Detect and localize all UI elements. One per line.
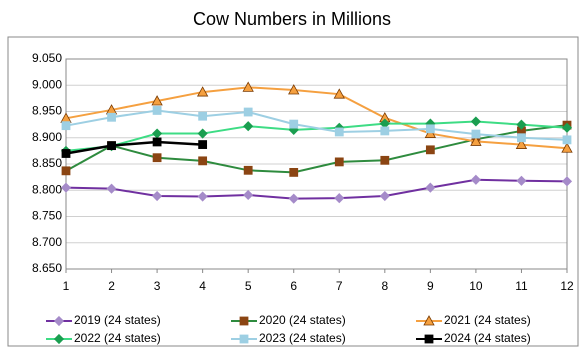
data-point — [152, 153, 162, 163]
series-line — [65, 140, 203, 155]
data-point — [196, 86, 209, 97]
data-point — [197, 128, 208, 139]
legend-marker — [53, 315, 65, 327]
data-point — [470, 116, 481, 127]
data-point — [107, 141, 116, 151]
data-point — [61, 149, 71, 158]
x-tick-label: 12 — [560, 279, 574, 293]
data-point — [152, 128, 163, 139]
data-point — [243, 121, 254, 132]
series-line — [65, 109, 568, 141]
data-point — [516, 119, 527, 130]
y-tick-label: 8.650 — [32, 261, 62, 275]
data-point — [517, 133, 526, 143]
data-point — [470, 174, 481, 185]
legend-marker — [53, 333, 65, 345]
data-point — [243, 107, 253, 117]
data-point — [198, 140, 208, 149]
legend-label: 2020 (24 states) — [259, 313, 346, 327]
legend-marker — [423, 315, 435, 326]
legend-marker — [424, 334, 434, 344]
y-tick-label: 8.850 — [32, 156, 62, 170]
data-point — [288, 84, 300, 95]
plot-area — [65, 58, 568, 270]
x-tick-label: 6 — [290, 279, 297, 293]
data-point — [425, 182, 436, 193]
data-point — [107, 112, 116, 122]
data-point — [197, 191, 208, 202]
data-point — [561, 142, 573, 153]
data-point — [198, 156, 208, 166]
x-tick-label: 1 — [63, 279, 70, 293]
x-tick-label: 3 — [154, 279, 161, 293]
legend-label: 2023 (24 states) — [259, 331, 346, 345]
data-point — [380, 126, 390, 136]
data-point — [471, 129, 481, 139]
y-tick-label: 9.050 — [32, 51, 62, 65]
data-point — [243, 189, 254, 201]
legend-label: 2021 (24 states) — [444, 313, 531, 327]
chart-frame — [7, 36, 579, 347]
data-point — [289, 167, 299, 177]
data-point — [152, 190, 163, 202]
legend-marker — [239, 316, 249, 326]
data-point — [152, 137, 162, 147]
y-tick-label: 8.800 — [32, 182, 62, 196]
data-point — [470, 135, 482, 146]
data-point — [425, 124, 435, 134]
x-tick-label: 2 — [108, 279, 115, 293]
y-tick-label: 9.000 — [32, 77, 62, 91]
x-tick-label: 7 — [336, 279, 343, 293]
data-point — [515, 138, 528, 149]
data-point — [562, 135, 572, 145]
data-point — [198, 111, 208, 121]
data-point — [561, 122, 573, 133]
data-point — [425, 145, 435, 155]
data-point — [243, 165, 253, 175]
y-tick-label: 8.700 — [32, 235, 62, 249]
y-tick-label: 8.900 — [32, 130, 62, 144]
data-point — [379, 190, 390, 202]
data-point — [334, 127, 344, 137]
y-tick-label: 8.750 — [32, 209, 62, 223]
series-line — [65, 178, 568, 200]
y-tick-label: 8.950 — [32, 104, 62, 118]
x-tick-label: 9 — [427, 279, 434, 293]
data-point — [380, 155, 390, 165]
x-tick-label: 4 — [199, 279, 206, 293]
data-point — [106, 183, 117, 194]
x-tick-label: 11 — [515, 279, 528, 293]
x-tick-label: 5 — [245, 279, 252, 293]
legend-label: 2019 (24 states) — [74, 313, 161, 327]
data-point — [151, 95, 163, 106]
data-point — [516, 175, 527, 186]
x-tick-label: 8 — [381, 279, 388, 293]
data-point — [561, 176, 573, 187]
data-point — [61, 166, 71, 176]
x-tick-label: 10 — [469, 279, 483, 293]
data-point — [288, 193, 299, 204]
data-point — [60, 182, 72, 193]
data-point — [334, 193, 345, 204]
legend-label: 2022 (24 states) — [74, 331, 161, 345]
chart-title: Cow Numbers in Millions — [193, 9, 391, 29]
legend-marker — [239, 334, 249, 344]
data-point — [152, 106, 162, 115]
legend-label: 2024 (24 states) — [444, 331, 531, 345]
data-point — [334, 157, 344, 167]
data-point — [333, 88, 345, 99]
series-line — [65, 86, 568, 150]
data-point — [242, 81, 254, 92]
series-line — [65, 124, 568, 174]
data-point — [289, 119, 299, 129]
data-point — [61, 121, 71, 131]
